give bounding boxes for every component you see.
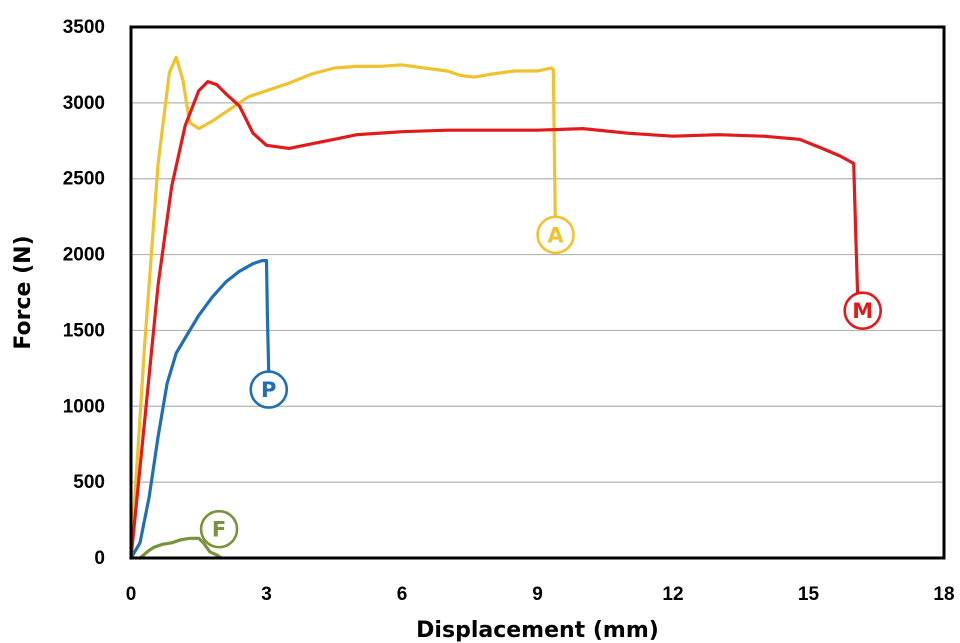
y-tick-label: 1500: [63, 320, 105, 341]
y-tick-label: 2500: [63, 169, 105, 190]
marker-label: P: [261, 378, 276, 402]
marker-circle: [199, 509, 239, 549]
y-tick-label: 2000: [63, 245, 105, 266]
series-marker-m: M: [843, 291, 883, 331]
x-tick-label: 6: [397, 584, 408, 605]
series-line-p: [129, 259, 271, 560]
y-tick-label: 0: [94, 548, 105, 569]
y-tick-labels: 0 500 1000 1500 2000 2500 3000 3500: [63, 17, 105, 569]
series-lines: [129, 55, 860, 560]
y-tick-label: 1000: [63, 396, 105, 417]
series-line-f: [138, 536, 223, 560]
plot-frame: [129, 25, 946, 560]
y-tick-label: 3000: [63, 93, 105, 114]
series-markers: A M P F: [199, 215, 883, 549]
marker-label: F: [212, 518, 226, 542]
x-tick-label: 12: [662, 584, 683, 605]
x-tick-label: 15: [798, 584, 820, 605]
marker-label: A: [547, 223, 564, 247]
y-tick-label: 3500: [63, 17, 105, 38]
x-tick-label: 3: [261, 584, 272, 605]
x-tick-labels: 0 3 6 9 12 15 18: [126, 584, 955, 605]
marker-circle: [536, 215, 575, 255]
x-axis-title: Displacement (mm): [416, 618, 659, 643]
x-tick-label: 0: [126, 584, 137, 605]
grid-lines: [131, 102, 944, 483]
series-line-a: [129, 55, 558, 560]
y-tick-label: 500: [73, 472, 105, 493]
x-tick-label: 9: [532, 584, 543, 605]
marker-circle: [843, 291, 883, 331]
series-marker-p: P: [249, 370, 289, 409]
x-tick-label: 18: [933, 584, 954, 605]
y-axis-title: Force (N): [11, 235, 36, 349]
series-marker-f: F: [199, 509, 239, 549]
series-marker-a: A: [536, 215, 575, 255]
series-line-m: [129, 79, 860, 560]
marker-circle: [249, 370, 289, 409]
marker-label: M: [852, 299, 873, 323]
